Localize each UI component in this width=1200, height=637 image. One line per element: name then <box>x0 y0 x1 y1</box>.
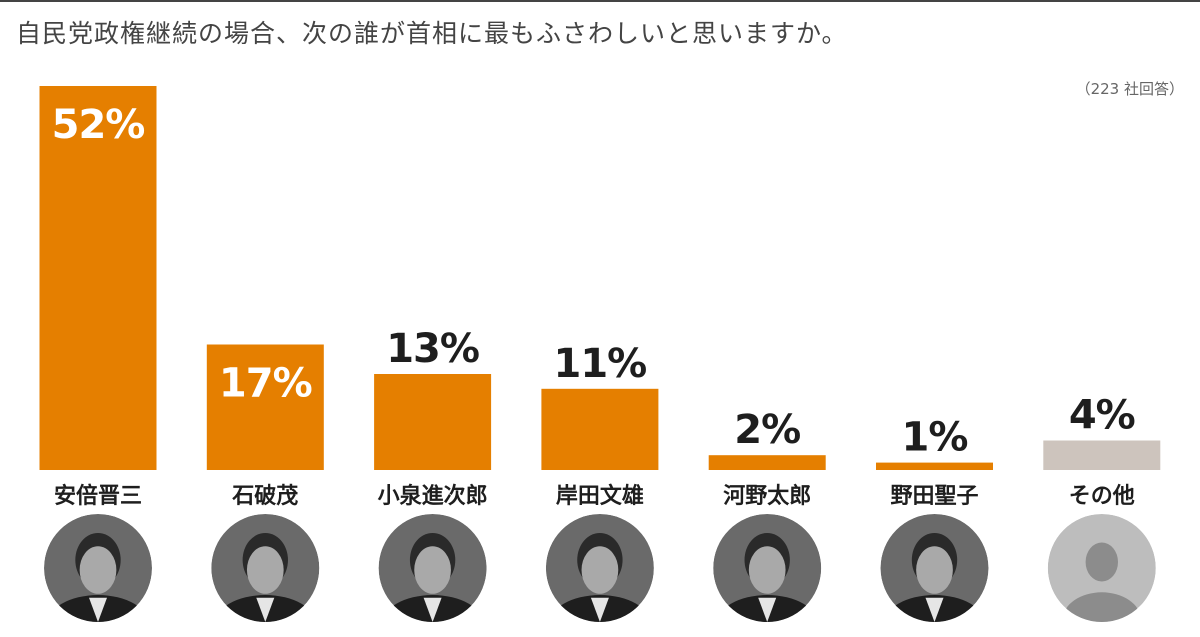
bar-7 <box>1043 440 1161 470</box>
person-photo-icon <box>378 514 487 622</box>
category-label: その他 <box>1069 484 1135 509</box>
person-photo-icon <box>713 514 822 622</box>
person-photo-icon <box>880 514 989 622</box>
bar-5 <box>708 455 826 470</box>
category-label: 岸田文雄 <box>556 483 644 509</box>
bar-6 <box>876 462 993 470</box>
bar-3 <box>374 374 492 470</box>
category-label: 小泉進次郎 <box>378 483 488 509</box>
category-label: 河野太郎 <box>723 483 811 509</box>
category-label: 野田聖子 <box>890 484 978 509</box>
category-label: 安倍晋三 <box>54 483 142 509</box>
person-placeholder-icon <box>1047 514 1156 622</box>
bar-value-label: 11% <box>554 341 647 387</box>
respondent-count-note: （223 社回答） <box>1075 80 1184 98</box>
bar-1 <box>39 86 157 470</box>
bar-value-label: 1% <box>902 415 968 461</box>
bar-2 <box>206 344 324 470</box>
person-photo-icon <box>211 514 320 622</box>
bar-4 <box>541 388 659 470</box>
bar-value-label: 4% <box>1069 393 1135 439</box>
person-photo-icon <box>44 514 152 622</box>
category-label: 石破茂 <box>231 483 298 509</box>
bar-value-label: 17% <box>219 361 312 407</box>
person-photo-icon <box>545 514 654 622</box>
bar-value-label: 13% <box>386 326 479 372</box>
chart-title: 自民党政権継続の場合、次の誰が首相に最もふさわしいと思いますか。 <box>16 19 848 48</box>
bar-value-label: 52% <box>52 102 145 148</box>
top-rule <box>0 0 1200 2</box>
bar-value-label: 2% <box>734 407 800 453</box>
